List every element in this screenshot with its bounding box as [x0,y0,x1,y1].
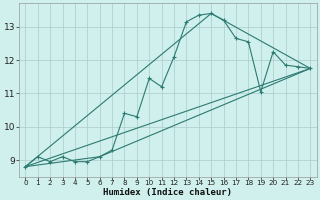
X-axis label: Humidex (Indice chaleur): Humidex (Indice chaleur) [103,188,232,197]
